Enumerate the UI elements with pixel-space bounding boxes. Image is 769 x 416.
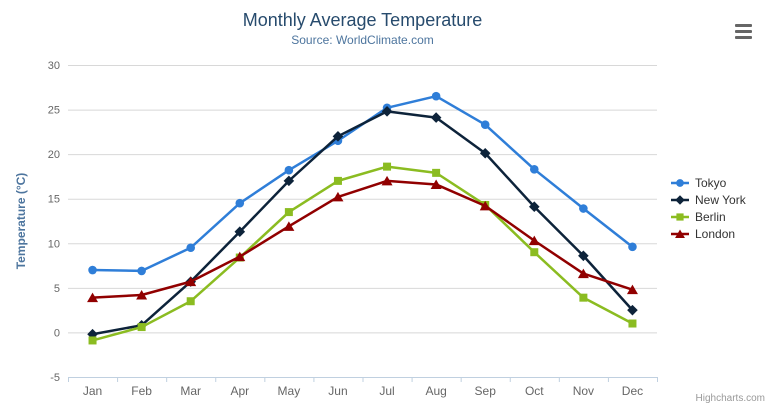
y-gridlines bbox=[68, 65, 657, 378]
hamburger-menu-icon bbox=[735, 24, 752, 27]
series-new-york[interactable] bbox=[87, 106, 638, 340]
svg-text:Feb: Feb bbox=[131, 384, 152, 398]
svg-text:May: May bbox=[278, 384, 301, 398]
svg-text:Sep: Sep bbox=[475, 384, 497, 398]
svg-text:15: 15 bbox=[48, 194, 60, 206]
legend-item-new-york[interactable]: New York bbox=[670, 194, 746, 206]
hamburger-menu-icon bbox=[735, 30, 752, 33]
hamburger-menu-icon bbox=[735, 36, 752, 39]
legend-item-london[interactable]: London bbox=[670, 228, 746, 240]
chart-title: Monthly Average Temperature bbox=[242, 10, 483, 30]
svg-text:Mar: Mar bbox=[180, 384, 201, 398]
svg-text:Jan: Jan bbox=[83, 384, 102, 398]
chart-subtitle: Source: WorldClimate.com bbox=[291, 33, 434, 47]
y-axis-title: Temperature (°C) bbox=[14, 173, 28, 270]
y-axis-labels: -5 0 5 10 15 20 25 30 bbox=[48, 60, 60, 384]
legend: Tokyo New York Berlin London bbox=[670, 177, 746, 240]
legend-label: London bbox=[695, 227, 736, 241]
svg-text:-5: -5 bbox=[50, 372, 60, 384]
legend-label: Tokyo bbox=[695, 176, 727, 190]
svg-text:0: 0 bbox=[54, 327, 60, 339]
legend-label: New York bbox=[695, 193, 746, 207]
svg-text:30: 30 bbox=[48, 60, 60, 72]
series-tokyo[interactable] bbox=[88, 91, 637, 276]
svg-text:Aug: Aug bbox=[425, 384, 446, 398]
export-menu-button[interactable] bbox=[735, 24, 753, 39]
credits-link[interactable]: Highcharts.com bbox=[695, 393, 765, 404]
svg-text:Oct: Oct bbox=[525, 384, 544, 398]
triangle-series-marker-icon bbox=[671, 229, 689, 239]
x-axis bbox=[68, 377, 658, 382]
x-axis-labels: Jan Feb Mar Apr May Jun Jul Aug Sep Oct Nov Dec bbox=[83, 384, 643, 398]
svg-text:10: 10 bbox=[48, 238, 60, 250]
legend-item-tokyo[interactable]: Tokyo bbox=[670, 177, 746, 189]
circle-series-marker-icon bbox=[671, 179, 689, 187]
series-london[interactable] bbox=[87, 175, 638, 303]
legend-item-berlin[interactable]: Berlin bbox=[670, 211, 746, 223]
svg-text:Dec: Dec bbox=[622, 384, 643, 398]
svg-text:Nov: Nov bbox=[573, 384, 594, 398]
svg-text:Jun: Jun bbox=[328, 384, 347, 398]
svg-text:5: 5 bbox=[54, 283, 60, 295]
legend-label: Berlin bbox=[695, 210, 726, 224]
svg-text:Apr: Apr bbox=[230, 384, 249, 398]
svg-text:Jul: Jul bbox=[379, 384, 394, 398]
diamond-series-marker-icon bbox=[671, 195, 689, 205]
svg-text:25: 25 bbox=[48, 105, 60, 117]
svg-text:20: 20 bbox=[48, 149, 60, 161]
square-series-marker-icon bbox=[671, 213, 689, 221]
